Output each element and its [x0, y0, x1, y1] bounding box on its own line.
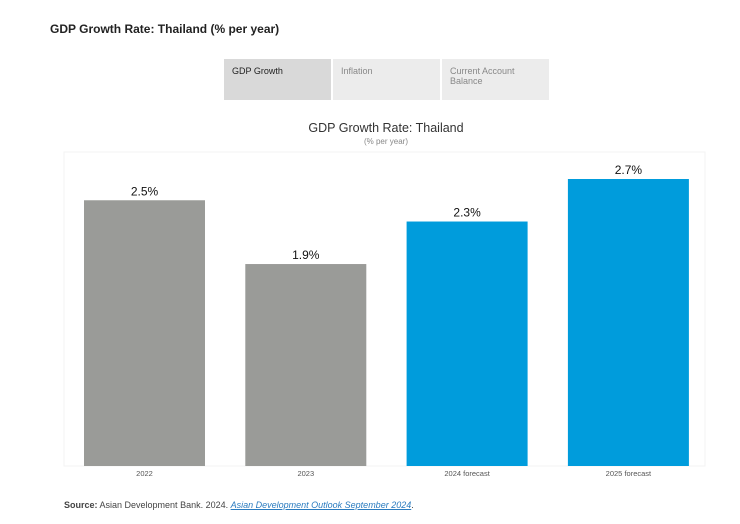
- data-label: 2.3%: [453, 206, 481, 220]
- x-tick-label: 2023: [297, 469, 314, 478]
- data-label: 2.7%: [615, 163, 643, 177]
- chart-title: GDP Growth Rate: Thailand: [308, 121, 464, 135]
- source-note: Source: Asian Development Bank. 2024. As…: [64, 500, 414, 510]
- data-label: 2.5%: [131, 184, 159, 198]
- bar-2024-forecast[interactable]: [406, 221, 528, 466]
- bar-2023[interactable]: [245, 264, 367, 466]
- x-tick-label: 2024 forecast: [444, 469, 490, 478]
- tab-gdp-growth[interactable]: GDP Growth: [224, 59, 331, 100]
- chart-subtitle: (% per year): [363, 137, 408, 146]
- plot-area: [63, 151, 706, 467]
- source-end: .: [411, 500, 414, 510]
- tab-bar: GDP Growth Inflation Current Account Bal…: [224, 59, 549, 100]
- source-link[interactable]: Asian Development Outlook September 2024: [230, 500, 412, 510]
- tab-current-account-balance[interactable]: Current Account Balance: [442, 59, 549, 100]
- x-tick-label: 2025 forecast: [606, 469, 652, 478]
- source-text: Asian Development Bank. 2024.: [97, 500, 231, 510]
- x-tick-label: 2022: [136, 469, 153, 478]
- bar-2022[interactable]: [84, 200, 205, 466]
- page-heading: GDP Growth Rate: Thailand (% per year): [50, 22, 280, 36]
- tab-inflation[interactable]: Inflation: [333, 59, 440, 100]
- source-label: Source:: [64, 500, 98, 510]
- bar-2025-forecast[interactable]: [567, 179, 689, 466]
- data-label: 1.9%: [292, 248, 320, 262]
